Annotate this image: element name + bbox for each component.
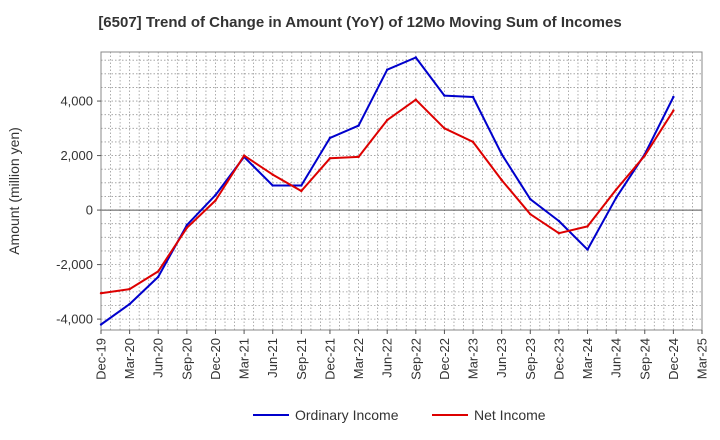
y-axis: -4,000 -2,000 0 2,000 4,000 (56, 94, 101, 327)
y-tick-label: 2,000 (60, 148, 93, 163)
data-point-net-income (99, 292, 103, 295)
data-point-net-income (586, 225, 589, 228)
data-point-net-income (643, 154, 646, 157)
data-point-ordinary-income (414, 56, 418, 59)
x-tick-label: Mar-24 (580, 338, 595, 379)
y-tick-label: -2,000 (56, 257, 93, 272)
data-point-net-income (414, 98, 418, 101)
x-tick-label: Mar-20 (122, 338, 137, 379)
data-point-net-income (529, 212, 532, 216)
data-point-ordinary-income (185, 223, 189, 227)
grid-lines (101, 52, 702, 330)
data-point-net-income (614, 188, 618, 191)
x-tick-label: Dec-23 (551, 338, 566, 380)
y-tick-label: 4,000 (60, 94, 93, 109)
data-point-net-income (271, 173, 274, 176)
x-tick-label: Jun-23 (494, 338, 509, 378)
y-axis-label: Amount (million yen) (6, 127, 22, 255)
x-tick-label: Jun-20 (151, 338, 166, 378)
data-point-net-income (471, 140, 475, 144)
data-point-ordinary-income (328, 136, 332, 140)
legend: Ordinary Income Net Income (253, 407, 546, 423)
data-point-ordinary-income (128, 302, 131, 306)
y-tick-label: -4,000 (56, 312, 93, 327)
y-tick-label: 0 (86, 203, 93, 218)
x-tick-label: Mar-25 (695, 338, 710, 379)
data-point-net-income (672, 109, 675, 112)
x-tick-label: Sep-23 (523, 338, 538, 380)
data-point-net-income (300, 189, 303, 193)
legend-label-ordinary-income: Ordinary Income (295, 407, 399, 423)
data-point-ordinary-income (586, 248, 589, 251)
x-tick-label: Dec-19 (94, 338, 109, 380)
data-point-net-income (185, 226, 189, 229)
data-point-net-income (443, 127, 446, 130)
x-tick-label: Dec-24 (666, 338, 681, 380)
x-tick-label: Sep-20 (179, 338, 194, 380)
data-point-ordinary-income (157, 275, 160, 279)
plot-area (100, 51, 703, 331)
x-tick-label: Dec-20 (208, 338, 223, 380)
data-point-ordinary-income (214, 193, 217, 197)
x-tick-label: Mar-21 (237, 338, 252, 379)
x-tick-label: Jun-21 (265, 338, 280, 378)
data-point-net-income (128, 287, 131, 291)
series-lines (99, 56, 675, 326)
data-point-ordinary-income (529, 197, 532, 201)
data-point-net-income (357, 155, 360, 159)
data-point-net-income (385, 118, 389, 122)
x-tick-label: Mar-23 (466, 338, 481, 379)
data-point-ordinary-income (99, 323, 103, 326)
data-point-ordinary-income (271, 184, 274, 187)
data-point-ordinary-income (614, 196, 618, 200)
data-point-ordinary-income (557, 219, 561, 223)
x-tick-label: Sep-21 (294, 338, 309, 380)
data-point-ordinary-income (357, 124, 360, 127)
x-tick-label: Dec-22 (437, 338, 452, 380)
data-point-net-income (557, 232, 561, 235)
x-tick-label: Sep-24 (637, 338, 652, 380)
x-tick-label: Mar-22 (351, 338, 366, 379)
data-point-net-income (500, 178, 503, 182)
data-point-ordinary-income (471, 95, 475, 99)
x-tick-label: Dec-21 (322, 338, 337, 380)
data-point-ordinary-income (385, 68, 389, 71)
x-axis: Dec-19 Mar-20 Jun-20 Sep-20 Dec-20 Mar-21 Jun-… (94, 330, 710, 380)
data-point-ordinary-income (672, 95, 675, 99)
x-tick-label: Jun-22 (380, 338, 395, 378)
data-point-net-income (328, 157, 332, 160)
x-tick-label: Jun-24 (609, 338, 624, 378)
data-point-net-income (214, 199, 217, 202)
legend-label-net-income: Net Income (474, 407, 546, 423)
x-tick-label: Sep-22 (408, 338, 423, 380)
data-point-ordinary-income (300, 184, 303, 187)
data-point-net-income (242, 154, 246, 157)
data-point-net-income (157, 270, 160, 273)
data-point-ordinary-income (500, 153, 503, 156)
data-point-ordinary-income (443, 94, 446, 97)
chart-title: [6507] Trend of Change in Amount (YoY) o… (98, 14, 622, 31)
